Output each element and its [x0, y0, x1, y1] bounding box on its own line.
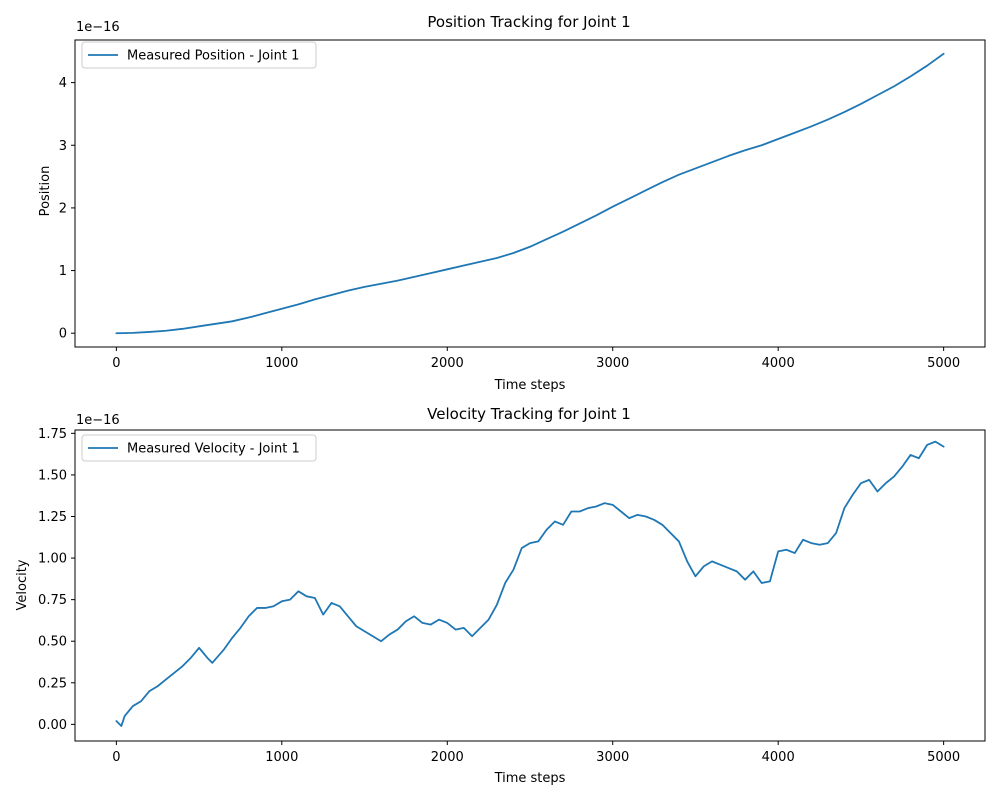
velocity-series-line [115, 440, 945, 727]
velocity-y-tick-label: 1.75 [38, 427, 67, 442]
velocity-legend-label: Measured Velocity - Joint 1 [127, 442, 300, 457]
position-y-axis-label: Position [38, 166, 53, 217]
velocity-chart: Velocity Tracking for Joint 1 1e−16 Time… [15, 405, 986, 786]
velocity-offset-label: 1e−16 [76, 413, 120, 428]
velocity-y-tick-label: 1.50 [38, 468, 67, 483]
position-legend: Measured Position - Joint 1 [81, 41, 317, 69]
velocity-x-tick-label: 2000 [431, 750, 464, 765]
position-x-tick-label: 1000 [265, 356, 298, 371]
velocity-y-tick-label: 0.00 [38, 718, 67, 733]
velocity-x-tick-label: 1000 [265, 750, 298, 765]
position-legend-box [81, 41, 317, 69]
position-chart-title: Position Tracking for Joint 1 [427, 13, 630, 31]
position-y-tick-label: 1 [59, 264, 67, 279]
velocity-y-tick-label: 1.00 [38, 552, 67, 567]
velocity-y-tick-label: 0.50 [38, 635, 67, 650]
position-x-tick-label: 2000 [431, 356, 464, 371]
velocity-x-axis-label: Time steps [494, 771, 566, 786]
position-series-line [115, 52, 945, 335]
position-legend-label: Measured Position - Joint 1 [127, 49, 299, 64]
position-chart: Position Tracking for Joint 1 1e−16 Time… [38, 13, 986, 393]
velocity-y-axis-label: Velocity [15, 559, 30, 610]
velocity-y-tick-label: 0.75 [38, 593, 67, 608]
position-y-tick-label: 2 [59, 201, 67, 216]
position-y-tick-label: 0 [59, 327, 67, 342]
velocity-x-tick-label: 3000 [596, 750, 629, 765]
position-offset-label: 1e−16 [76, 20, 120, 35]
velocity-chart-title: Velocity Tracking for Joint 1 [427, 405, 631, 423]
position-x-tick-label: 3000 [596, 356, 629, 371]
velocity-legend-box [81, 434, 317, 462]
position-x-tick-label: 0 [112, 356, 120, 371]
position-y-tick-label: 3 [59, 139, 67, 154]
position-x-axis-label: Time steps [494, 378, 566, 393]
velocity-x-tick-label: 5000 [927, 750, 960, 765]
velocity-legend: Measured Velocity - Joint 1 [81, 434, 317, 462]
position-y-tick-label: 4 [59, 76, 67, 91]
position-plot-area: 0 1000 2000 3000 4000 5000 0 1 2 3 4 [59, 39, 986, 371]
velocity-plot-area: 0 1000 2000 3000 4000 5000 0.00 0.25 0.50 0.75 1.0… [38, 427, 986, 765]
velocity-y-tick-label: 0.25 [38, 676, 67, 691]
position-axes-frame [74, 39, 986, 348]
velocity-axes-frame [74, 429, 986, 742]
velocity-x-tick-label: 4000 [762, 750, 795, 765]
velocity-y-tick-label: 1.25 [38, 510, 67, 525]
velocity-x-tick-label: 0 [112, 750, 120, 765]
position-x-tick-label: 4000 [762, 356, 795, 371]
position-x-tick-label: 5000 [927, 356, 960, 371]
